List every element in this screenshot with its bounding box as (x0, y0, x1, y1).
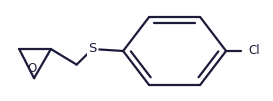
Text: O: O (28, 62, 37, 75)
Text: S: S (88, 42, 97, 55)
Text: Cl: Cl (249, 44, 260, 57)
